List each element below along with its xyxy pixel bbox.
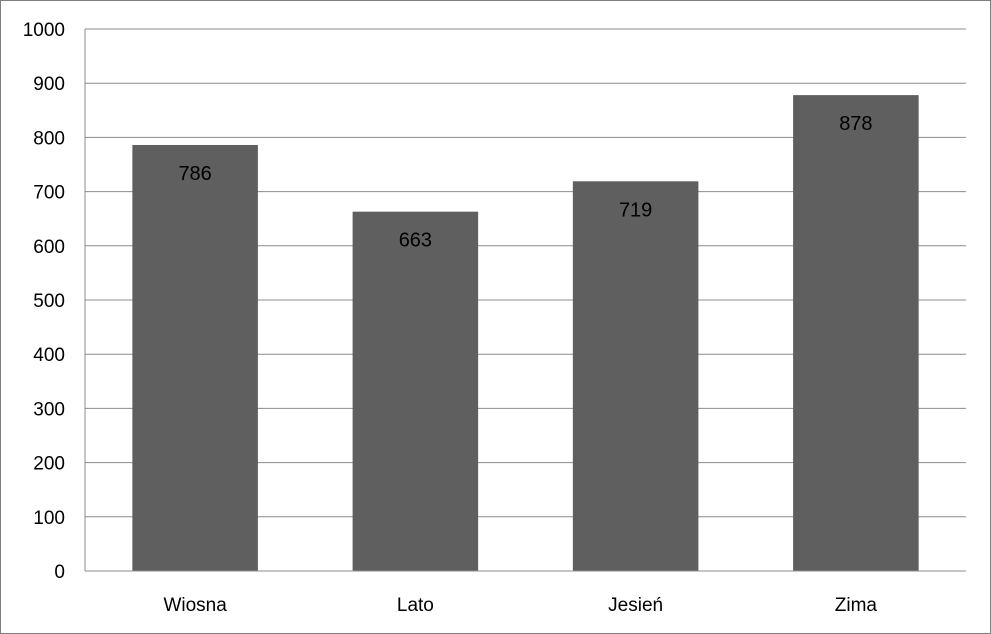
- y-tick-label-600: 600: [33, 237, 65, 258]
- data-label-wiosna: 786: [178, 163, 211, 185]
- y-tick-label-100: 100: [33, 508, 65, 529]
- axes: [84, 29, 966, 572]
- bar-jesień: [572, 181, 699, 571]
- y-tick-label-500: 500: [33, 291, 65, 312]
- bar-lato: [352, 211, 479, 572]
- bar-zima: [793, 95, 919, 572]
- x-tick-label-wiosna: Wiosna: [163, 595, 227, 616]
- y-tick-label-0: 0: [54, 562, 65, 583]
- x-tick-label-jesień: Jesień: [608, 595, 663, 616]
- y-tick-label-400: 400: [33, 345, 65, 366]
- data-label-lato: 663: [399, 230, 432, 252]
- data-label-jesień: 719: [619, 199, 652, 221]
- y-tick-label-300: 300: [33, 399, 65, 420]
- y-tick-label-900: 900: [33, 74, 65, 95]
- bar-wiosna: [132, 144, 258, 571]
- data-label-zima: 878: [839, 113, 872, 135]
- labels: 0 100 200 300 400 500 600 700 800 900 1000 786 Wiosn…: [23, 20, 878, 616]
- y-tick-label-800: 800: [33, 128, 65, 149]
- y-tick-label-1000: 1000: [23, 20, 65, 41]
- x-tick-label-lato: Lato: [397, 595, 434, 616]
- y-tick-label-700: 700: [33, 183, 65, 204]
- x-tick-label-zima: Zima: [835, 595, 878, 616]
- y-tick-label-200: 200: [33, 454, 65, 475]
- bars: [132, 95, 919, 572]
